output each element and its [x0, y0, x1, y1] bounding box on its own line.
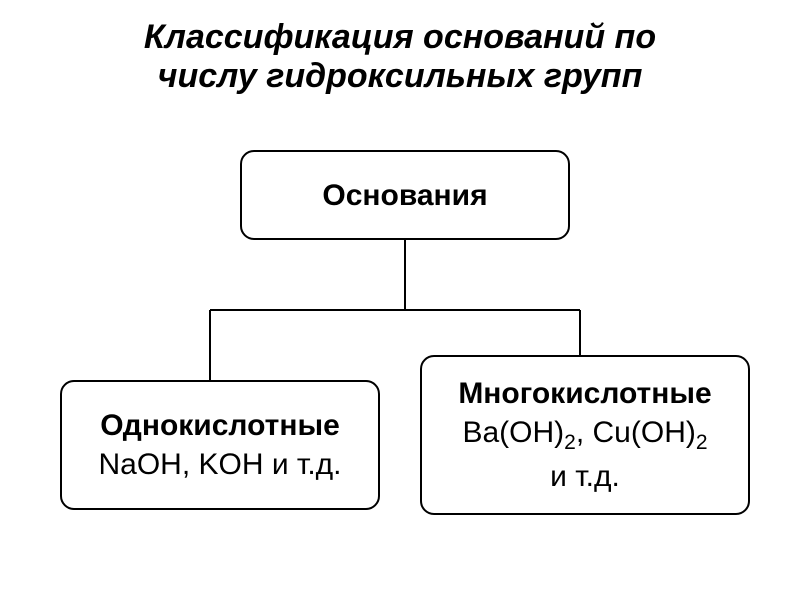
node-monobasic-examples: NaOH, KOH и т.д. — [98, 445, 341, 484]
node-polybasic-label: Многокислотные — [458, 374, 711, 413]
node-polybasic-examples-1: Ba(OH)2, Cu(OH)2 — [462, 413, 707, 456]
node-monobasic: Однокислотные NaOH, KOH и т.д. — [60, 380, 380, 510]
title-line-2: числу гидроксильных групп — [158, 57, 643, 95]
node-polybasic: Многокислотные Ba(OH)2, Cu(OH)2 и т.д. — [420, 355, 750, 515]
node-root-label: Основания — [322, 176, 487, 215]
node-monobasic-label: Однокислотные — [100, 406, 340, 445]
title-line-1: Классификация оснований по — [144, 18, 656, 56]
node-polybasic-examples-2: и т.д. — [550, 457, 620, 496]
page-title: Классификация оснований по числу гидрокс… — [0, 18, 800, 96]
node-root: Основания — [240, 150, 570, 240]
